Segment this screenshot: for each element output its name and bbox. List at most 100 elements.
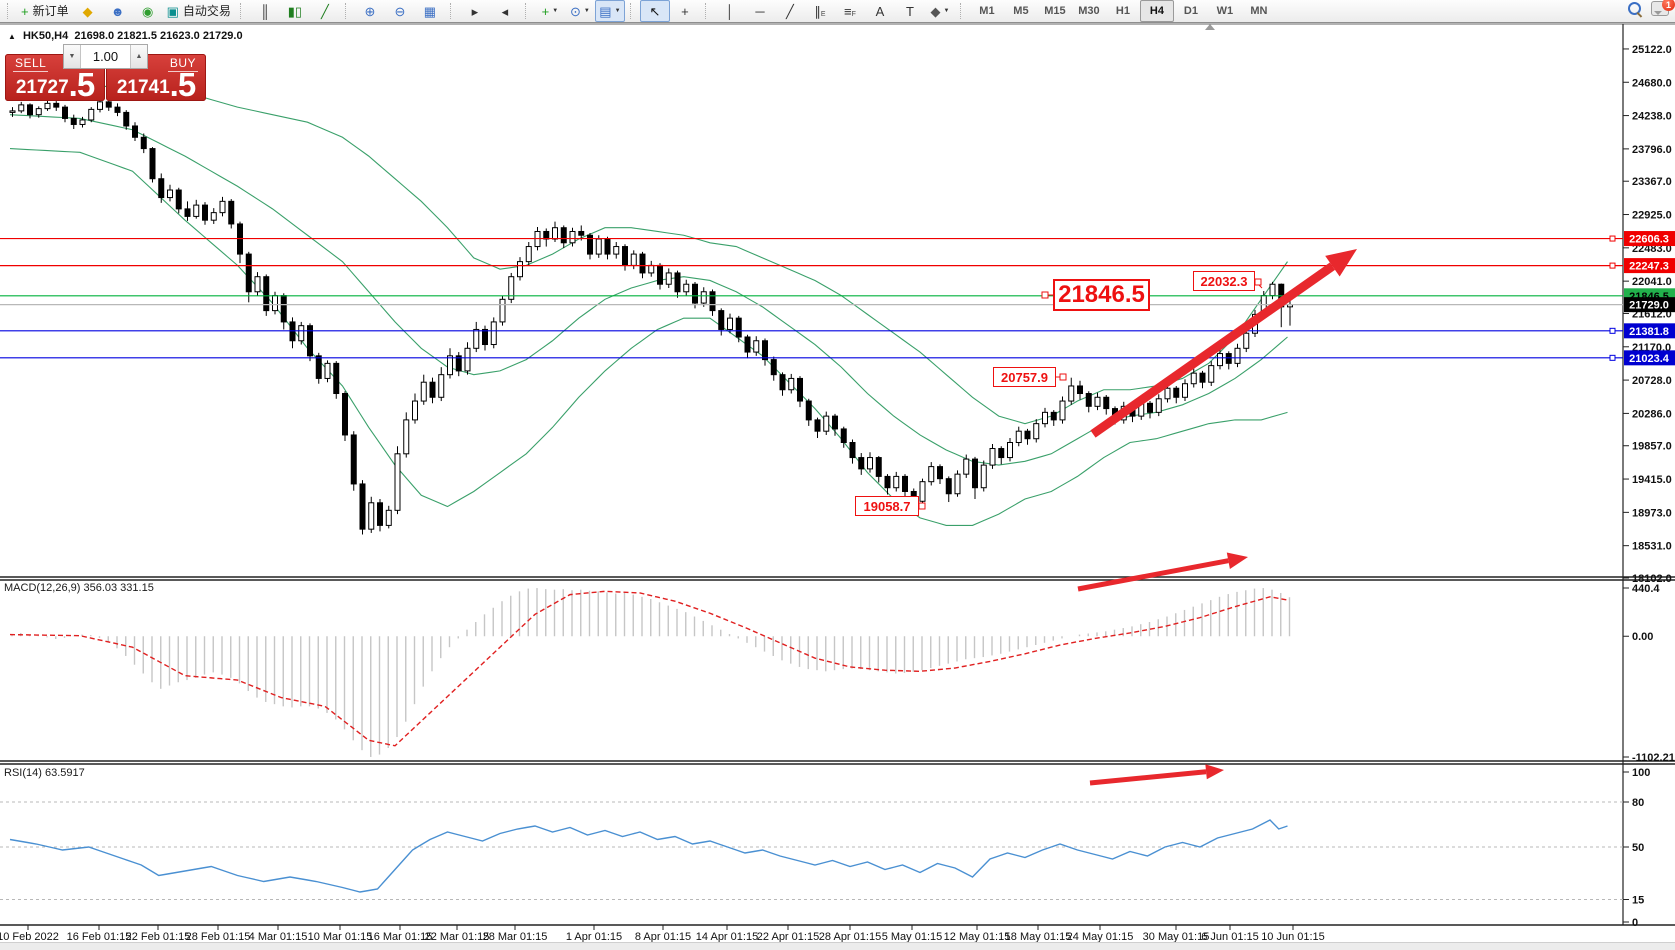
vertical-line-button[interactable]: │ (715, 0, 745, 22)
template-button[interactable]: ▤ ▼ (594, 0, 625, 22)
timeframe-d1[interactable]: D1 (1183, 4, 1198, 17)
text-button[interactable]: A (865, 0, 895, 22)
svg-text:30 May 01:15: 30 May 01:15 (1143, 931, 1210, 943)
shapes-button[interactable]: ◆ ▼ (925, 0, 955, 22)
svg-text:4 Mar 01:15: 4 Mar 01:15 (249, 931, 308, 943)
svg-text:21729.0: 21729.0 (1629, 300, 1669, 312)
chat-icon[interactable]: 1 (1651, 0, 1675, 16)
timeframe-m5[interactable]: M5 (1013, 4, 1029, 17)
price-annotation[interactable]: 19058.7 (855, 496, 919, 516)
price-axis[interactable]: 25122.0 24680.0 24238.0 23796.0 23367.0 22925… (1623, 44, 1675, 929)
volume-stepper: ▼ 1.00 ▲ (63, 44, 148, 69)
svg-text:21381.8: 21381.8 (1629, 326, 1669, 338)
volume-input[interactable]: 1.00 (92, 49, 119, 64)
tile-windows-button[interactable]: ▦ (415, 0, 445, 22)
svg-text:12 May 01:15: 12 May 01:15 (944, 931, 1011, 943)
toolbar-separator (7, 3, 14, 19)
bar-chart-button[interactable]: ║ (250, 0, 280, 22)
svg-text:24 May 01:15: 24 May 01:15 (1067, 931, 1134, 943)
auto-trading-button-label: 自动交易 (182, 4, 231, 18)
auto-scroll-button[interactable]: ▸ (460, 0, 490, 22)
zoom-out-button[interactable]: ⊖ (385, 0, 415, 22)
svg-text:14 Apr 01:15: 14 Apr 01:15 (696, 931, 758, 943)
icon-subscript: E (820, 11, 826, 18)
price-annotation[interactable]: 22032.3 (1193, 271, 1255, 291)
candlestick-chart-button[interactable]: ▮▯ (280, 0, 310, 22)
timeframe-m1[interactable]: M1 (979, 4, 995, 17)
line-chart-button[interactable]: ╱ (310, 0, 340, 22)
price-annotation[interactable]: 21846.5 (1053, 279, 1150, 311)
period-clock-icon: ⊙ (569, 3, 581, 19)
bollinger-bands (9, 80, 1288, 526)
timeframe-h4[interactable]: H4 (1139, 0, 1174, 22)
svg-text:10 Feb 2022: 10 Feb 2022 (0, 931, 59, 943)
horizontal-line-button[interactable]: ─ (745, 0, 775, 22)
svg-text:18 May 01:15: 18 May 01:15 (1005, 931, 1072, 943)
svg-text:25122.0: 25122.0 (1632, 44, 1672, 56)
bottom-strip (0, 942, 1675, 950)
signals-icon[interactable]: ◉ (133, 0, 163, 22)
macd-label: MACD(12,26,9) 356.03 331.15 (4, 582, 154, 594)
trend-arrows[interactable] (1077, 249, 1357, 786)
text-label-icon: T (905, 3, 914, 19)
search-icon[interactable] (1628, 2, 1643, 18)
timeframe-mn[interactable]: MN (1250, 4, 1268, 17)
svg-text:16 Mar 01:15: 16 Mar 01:15 (368, 931, 433, 943)
svg-text:-1102.21: -1102.21 (1632, 752, 1675, 764)
cursor-button[interactable]: ↖ (639, 0, 670, 22)
zoom-in-icon: ⊕ (364, 3, 376, 19)
volume-increase-button[interactable]: ▲ (130, 45, 147, 68)
new-order-button-label: 新订单 (32, 4, 69, 18)
channel-icon: ∥ (814, 3, 821, 19)
auto-trading-button[interactable]: ▣ 自动交易 (163, 0, 235, 22)
timeframe-m15[interactable]: M15 (1044, 4, 1066, 17)
chart-shift-marker-icon[interactable] (1205, 24, 1215, 30)
volume-decrease-button[interactable]: ▼ (64, 45, 81, 68)
chevron-down-icon[interactable]: ▼ (614, 8, 621, 14)
svg-text:20728.0: 20728.0 (1632, 375, 1672, 387)
symbol-header: ▲ HK50,H4 21698.0 21821.5 21623.0 21729.… (8, 30, 243, 42)
period-clock-button[interactable]: ⊙ ▼ (565, 0, 595, 22)
trendline-icon: ╱ (786, 3, 794, 19)
crosshair-button[interactable]: + (670, 0, 700, 22)
channel-button[interactable]: ∥ E (805, 0, 835, 22)
market-depth-icon[interactable]: ◆ (73, 0, 103, 22)
trendline-button[interactable]: ╱ (775, 0, 805, 22)
svg-text:19415.0: 19415.0 (1632, 474, 1672, 486)
community-icon[interactable]: ☻ (103, 0, 133, 22)
collapse-arrow-icon[interactable]: ▲ (8, 32, 16, 41)
fibonacci-button[interactable]: ≡ F (835, 0, 865, 22)
toolbar-separator (524, 3, 532, 19)
price-annotation[interactable]: 20757.9 (993, 367, 1056, 387)
chevron-down-icon[interactable]: ▼ (943, 8, 950, 14)
add-indicator-button[interactable]: + ▼ (535, 0, 565, 22)
svg-text:10 Mar 01:15: 10 Mar 01:15 (308, 931, 373, 943)
svg-text:22 Feb 01:15: 22 Feb 01:15 (126, 931, 191, 943)
toolbar-separator (449, 3, 457, 19)
auto-trading-icon: ▣ (166, 3, 179, 19)
zoom-in-button[interactable]: ⊕ (355, 0, 385, 22)
text-label-button[interactable]: T (895, 0, 925, 22)
toolbar-separator (629, 3, 637, 19)
symbol-ohlc: 21698.0 21821.5 21623.0 21729.0 (74, 30, 243, 42)
chevron-down-icon[interactable]: ▼ (583, 8, 590, 14)
notification-badge: 1 (1662, 0, 1675, 11)
one-click-trade-panel: SELL 21727.5 BUY 21741.5 ▼ 1.00 ▲ (5, 44, 206, 101)
new-order-button[interactable]: + 新订单 (17, 0, 73, 22)
symbol-name: HK50,H4 (22, 30, 69, 42)
chart-shift-button[interactable]: ◂ (490, 0, 520, 22)
toolbar-separator (344, 3, 352, 19)
timeframe-m30[interactable]: M30 (1078, 4, 1100, 17)
new-order-icon: + (21, 3, 29, 19)
svg-text:80: 80 (1632, 797, 1644, 809)
line-chart-icon: ╱ (321, 3, 329, 19)
svg-text:21023.4: 21023.4 (1629, 353, 1670, 365)
chevron-down-icon[interactable]: ▼ (552, 8, 559, 14)
svg-text:6 Jun 01:15: 6 Jun 01:15 (1201, 931, 1259, 943)
toolbar: + 新订单 ◆ ☻ ◉ ▣ 自动交易 ║ ▮▯ ╱ ⊕ ⊖ ▦ ▸ ◂ + ▼ ⊙ ▼ ▤ ▼ ↖ + │ ─ ╱ ∥ E ≡ F A T ◆ ▼… (0, 0, 1675, 23)
sell-price: 21727.5 (15, 66, 95, 103)
timeframe-h1[interactable]: H1 (1115, 4, 1130, 17)
timeframe-w1[interactable]: W1 (1216, 4, 1234, 17)
